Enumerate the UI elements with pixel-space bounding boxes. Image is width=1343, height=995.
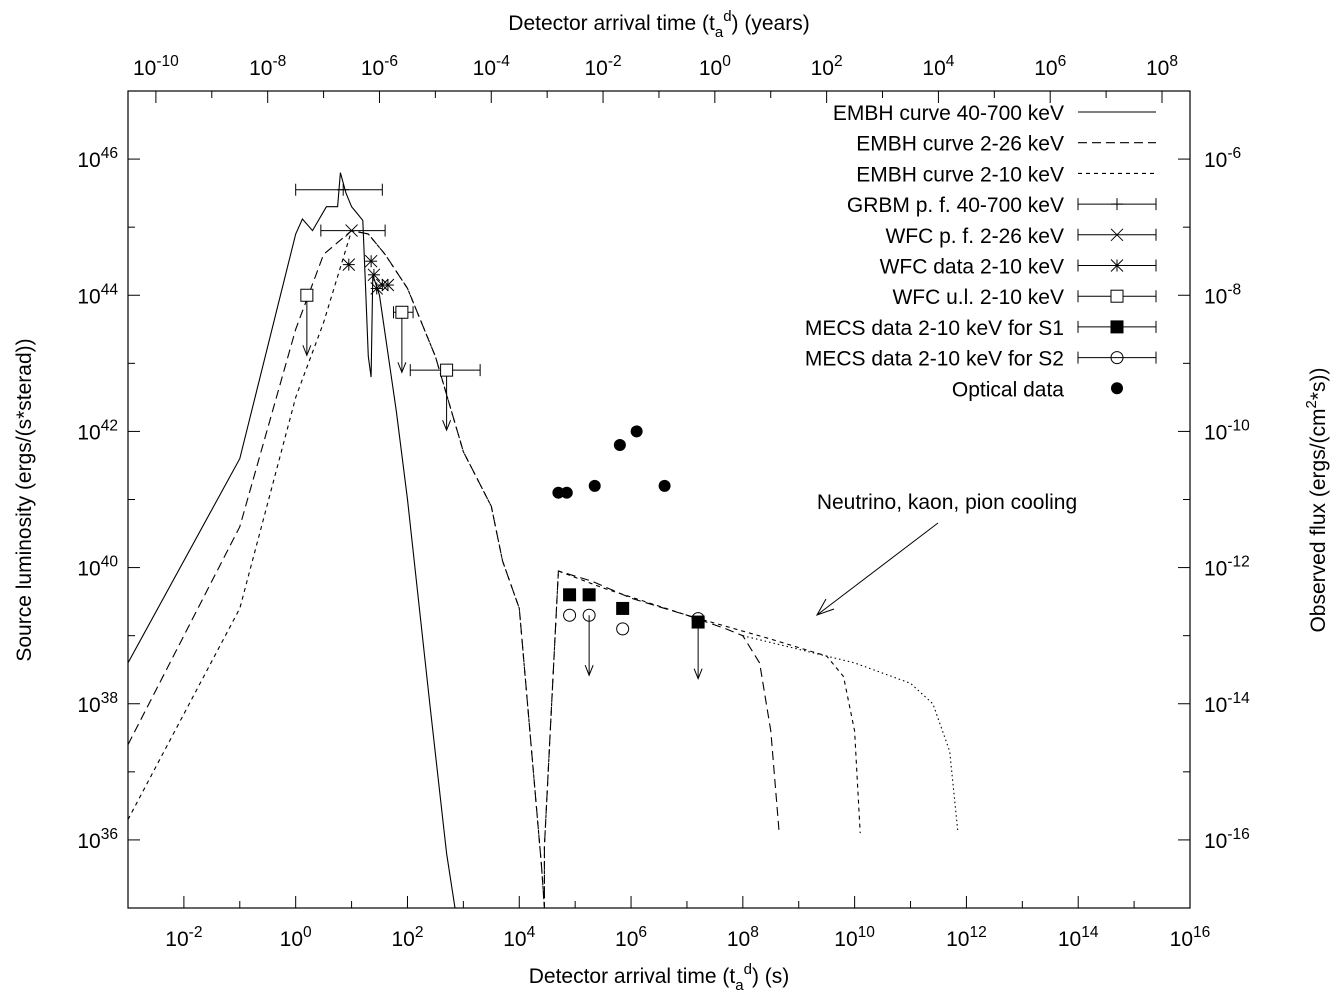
- legend-label: WFC p. f. 2-26 keV: [885, 225, 1064, 248]
- top-tick-label: 10-4: [473, 53, 511, 80]
- legend-label: WFC data 2-10 keV: [880, 256, 1064, 279]
- top-tick-label: 10-10: [133, 53, 179, 80]
- y-tick-label: 1044: [77, 281, 118, 308]
- annotation-label: Neutrino, kaon, pion cooling: [817, 491, 1077, 514]
- y-tick-label: 1042: [77, 417, 118, 444]
- upper-limit-arrowhead: [693, 668, 703, 680]
- right-axis-label: Observed flux (ergs/(cm2*s)): [1303, 367, 1330, 632]
- data-point: [616, 622, 630, 636]
- data-point: [582, 608, 596, 622]
- data-point: [552, 486, 565, 499]
- legend-marker: [1110, 259, 1124, 272]
- top-tick-label: 100: [699, 53, 731, 80]
- top-tick-label: 10-2: [584, 53, 621, 80]
- data-point: [588, 479, 601, 492]
- legend-marker: [1111, 382, 1123, 395]
- data-point: [613, 439, 626, 452]
- right-tick-label: 10-16: [1204, 826, 1250, 853]
- top-tick-label: 102: [811, 53, 843, 80]
- legend-label: EMBH curve 2-26 keV: [856, 133, 1064, 156]
- x-tick-label: 108: [727, 924, 759, 951]
- data-point: [364, 254, 378, 268]
- data-point: [395, 305, 409, 319]
- x-tick-label: 1016: [1170, 924, 1211, 951]
- curve-dashed: [127, 230, 780, 909]
- curves: [127, 172, 959, 909]
- right-tick-label: 10-6: [1204, 145, 1241, 172]
- x-tick-label: 104: [503, 924, 535, 951]
- legend-marker: [1110, 228, 1124, 242]
- data-point: [300, 288, 314, 302]
- upper-limit-arrowhead: [397, 362, 407, 374]
- legend-label: MECS data 2-10 keV for S1: [805, 317, 1064, 340]
- data-point: [370, 282, 384, 295]
- right-tick-label: 10-14: [1204, 690, 1250, 717]
- x-axis-label: Detector arrival time (tad) (s): [529, 961, 790, 994]
- legend-label: WFC u.l. 2-10 keV: [892, 286, 1064, 309]
- legend-label: MECS data 2-10 keV for S2: [805, 348, 1064, 371]
- right-tick-label: 10-12: [1204, 554, 1250, 581]
- data-point: [630, 425, 643, 438]
- legend-label: GRBM p. f. 40-700 keV: [847, 194, 1064, 217]
- top-axis-label: Detector arrival time (tad) (years): [508, 8, 809, 41]
- data-point: [345, 224, 358, 237]
- data-point: [582, 588, 596, 602]
- x-tick-label: 1012: [946, 924, 987, 951]
- legend-label: EMBH curve 2-10 keV: [856, 163, 1064, 186]
- upper-limit-arrowhead: [442, 419, 452, 432]
- y-axis-label: Source luminosity (ergs/(s*sterad)): [13, 338, 36, 661]
- right-tick-label: 10-8: [1204, 281, 1241, 308]
- y-tick-label: 1040: [77, 554, 118, 581]
- data-point: [691, 612, 705, 626]
- legend-marker: [1110, 289, 1124, 303]
- x-tick-label: 106: [615, 924, 647, 951]
- top-tick-label: 10-8: [249, 53, 286, 80]
- data-point: [616, 601, 630, 615]
- data-point: [563, 608, 577, 622]
- curve-dotted: [742, 635, 959, 834]
- y-tick-label: 1036: [77, 826, 118, 853]
- axis-labels: Detector arrival time (tad) (s) Detector …: [13, 8, 1330, 994]
- top-tick-label: 104: [922, 53, 954, 80]
- top-tick-label: 106: [1034, 53, 1066, 80]
- data-point: [367, 268, 381, 282]
- legend: EMBH curve 40-700 keV EMBH curve 2-26 keV…: [805, 102, 1157, 401]
- legend-label: Optical data: [952, 378, 1064, 401]
- annotation-arrowhead: [815, 598, 835, 616]
- legend-marker: [1110, 320, 1124, 334]
- axis-ticks: 10-2 100 102 104 106 108 1010 1012 1014 1016 1036 1…: [77, 53, 1250, 951]
- curve-solid: [127, 172, 456, 909]
- y-tick-label: 1046: [77, 145, 118, 172]
- upper-limit-arrowhead: [302, 345, 312, 357]
- x-tick-label: 1010: [834, 924, 875, 951]
- data-point: [381, 278, 395, 292]
- legend-label: EMBH curve 40-700 keV: [833, 102, 1064, 125]
- x-tick-label: 10-2: [165, 924, 202, 951]
- data-point: [560, 486, 573, 499]
- top-tick-label: 10-6: [361, 53, 398, 80]
- legend-marker: [1110, 351, 1124, 365]
- data-point: [342, 258, 356, 271]
- x-tick-label: 102: [391, 924, 423, 951]
- x-tick-label: 1014: [1058, 924, 1099, 951]
- annotation-arrow: [816, 522, 939, 616]
- right-tick-label: 10-10: [1204, 417, 1250, 444]
- data-point: [658, 479, 671, 492]
- data-point: [563, 588, 577, 602]
- data-point: [440, 363, 454, 377]
- y-tick-label: 1038: [77, 690, 118, 717]
- markers: [295, 183, 705, 680]
- top-tick-label: 108: [1146, 53, 1178, 80]
- annotation: Neutrino, kaon, pion cooling: [815, 491, 1077, 616]
- upper-limit-arrowhead: [584, 665, 594, 677]
- x-tick-label: 100: [280, 924, 312, 951]
- curve-short-dash: [127, 229, 861, 909]
